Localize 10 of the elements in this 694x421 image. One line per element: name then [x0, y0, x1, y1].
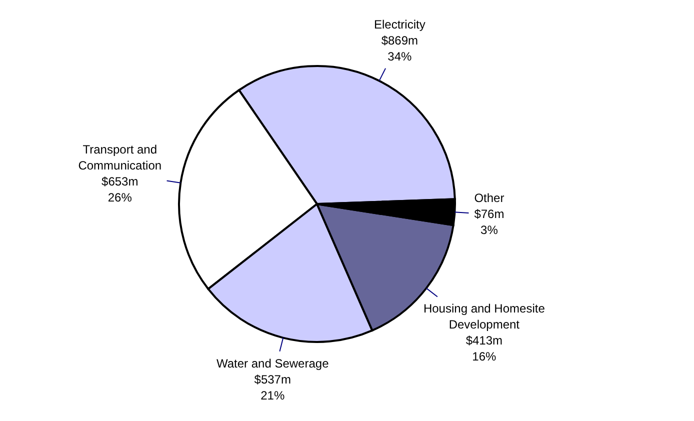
- slice-label: Other: [474, 191, 504, 206]
- slice-label: Water and Sewerage: [216, 356, 330, 370]
- data-label: $537m 21%: [254, 372, 291, 402]
- data-label: $413m 16%: [466, 334, 503, 364]
- slice-label: Transport and Communication: [78, 142, 162, 172]
- slice-label: Electricity: [374, 17, 426, 32]
- data-label: $76m 3%: [474, 207, 504, 238]
- slice-label: Housing and Homesite Development: [423, 302, 546, 332]
- data-label: $653m 26%: [102, 174, 138, 204]
- data-label: $869m 34%: [381, 33, 418, 64]
